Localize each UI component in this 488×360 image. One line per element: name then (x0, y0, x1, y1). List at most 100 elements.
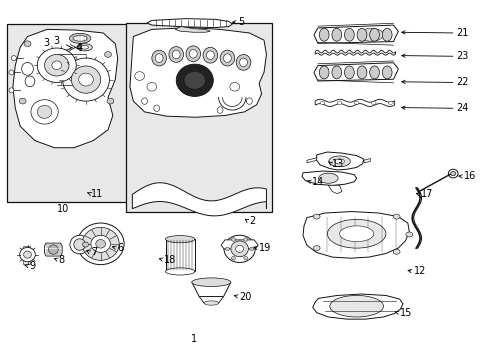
Polygon shape (199, 297, 223, 303)
Ellipse shape (70, 235, 89, 254)
Polygon shape (363, 158, 369, 163)
Ellipse shape (168, 46, 183, 62)
Ellipse shape (69, 33, 91, 43)
Ellipse shape (154, 105, 159, 112)
Text: 12: 12 (413, 266, 426, 276)
Ellipse shape (189, 49, 197, 58)
Ellipse shape (25, 76, 35, 87)
Polygon shape (306, 158, 316, 163)
Ellipse shape (353, 102, 358, 104)
Text: 9: 9 (29, 261, 35, 271)
Ellipse shape (81, 45, 88, 49)
Ellipse shape (328, 156, 349, 167)
Ellipse shape (370, 102, 375, 104)
Ellipse shape (147, 82, 157, 91)
Text: 11: 11 (91, 189, 103, 199)
Ellipse shape (246, 98, 252, 104)
Ellipse shape (344, 28, 353, 41)
Ellipse shape (344, 66, 353, 79)
Ellipse shape (73, 36, 87, 41)
Ellipse shape (320, 102, 325, 104)
Ellipse shape (165, 268, 194, 275)
Text: 8: 8 (58, 255, 64, 265)
Ellipse shape (96, 239, 105, 248)
Ellipse shape (44, 54, 69, 76)
Text: 23: 23 (456, 51, 468, 61)
Ellipse shape (331, 28, 341, 41)
Ellipse shape (249, 247, 253, 251)
Ellipse shape (231, 238, 235, 241)
Ellipse shape (203, 47, 217, 63)
Ellipse shape (223, 54, 231, 62)
Ellipse shape (165, 235, 194, 243)
Text: 14: 14 (311, 177, 324, 187)
Polygon shape (44, 243, 62, 256)
Ellipse shape (176, 64, 213, 96)
Text: 1: 1 (190, 333, 197, 343)
Text: 5: 5 (238, 17, 244, 27)
Polygon shape (315, 50, 395, 55)
Text: 3: 3 (43, 38, 49, 48)
Text: 16: 16 (463, 171, 475, 181)
Ellipse shape (319, 28, 328, 41)
Polygon shape (130, 28, 266, 117)
Polygon shape (316, 152, 363, 170)
Ellipse shape (405, 232, 412, 237)
Polygon shape (302, 171, 356, 185)
Polygon shape (132, 183, 266, 216)
Ellipse shape (358, 28, 383, 41)
Polygon shape (165, 239, 194, 271)
Ellipse shape (236, 54, 250, 70)
Ellipse shape (206, 51, 214, 59)
Ellipse shape (447, 169, 457, 178)
Ellipse shape (217, 107, 223, 113)
Ellipse shape (392, 214, 399, 219)
Text: 4: 4 (75, 43, 81, 53)
Ellipse shape (339, 226, 373, 242)
Ellipse shape (334, 159, 344, 164)
Ellipse shape (313, 214, 320, 219)
Ellipse shape (52, 61, 61, 69)
Polygon shape (221, 240, 258, 249)
Ellipse shape (71, 66, 101, 93)
Ellipse shape (318, 173, 337, 183)
Ellipse shape (319, 66, 328, 79)
Text: 7: 7 (91, 247, 97, 257)
Ellipse shape (356, 66, 366, 79)
Ellipse shape (369, 66, 379, 79)
Ellipse shape (91, 235, 110, 252)
Ellipse shape (235, 245, 243, 252)
Ellipse shape (244, 238, 247, 241)
Ellipse shape (225, 247, 229, 251)
Ellipse shape (142, 98, 147, 104)
Ellipse shape (11, 55, 16, 60)
Text: 3: 3 (53, 36, 60, 46)
Bar (126, 23, 271, 212)
Ellipse shape (24, 41, 31, 46)
Ellipse shape (62, 58, 109, 101)
Ellipse shape (82, 227, 119, 260)
Ellipse shape (19, 98, 26, 104)
Polygon shape (303, 212, 408, 258)
Ellipse shape (37, 48, 76, 82)
Text: 20: 20 (239, 292, 251, 302)
Ellipse shape (77, 223, 124, 265)
Ellipse shape (20, 247, 35, 262)
Ellipse shape (82, 242, 88, 247)
Text: 19: 19 (259, 243, 271, 253)
Ellipse shape (331, 66, 341, 79)
Ellipse shape (79, 73, 93, 86)
Ellipse shape (185, 46, 200, 62)
Ellipse shape (450, 171, 455, 176)
Ellipse shape (152, 50, 166, 66)
Ellipse shape (9, 88, 14, 93)
Ellipse shape (336, 102, 341, 104)
Ellipse shape (382, 28, 391, 41)
Ellipse shape (172, 50, 180, 59)
Ellipse shape (224, 235, 255, 262)
Bar (58, 30, 107, 58)
Text: 4: 4 (76, 43, 82, 53)
Text: 10: 10 (57, 204, 69, 215)
Polygon shape (315, 99, 394, 107)
Polygon shape (13, 30, 118, 148)
